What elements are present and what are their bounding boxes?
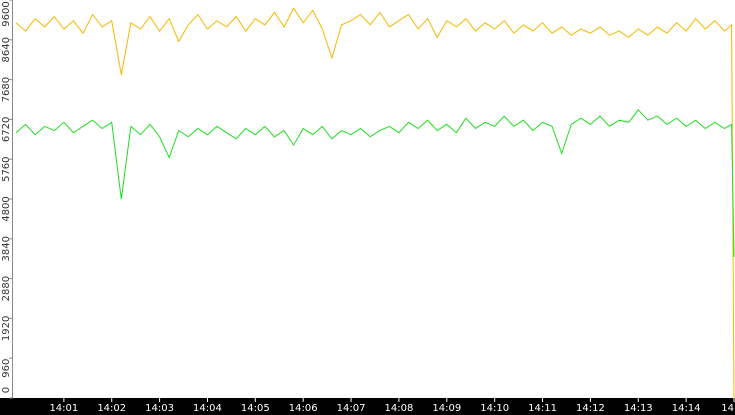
x-tick-label: 14:07 (337, 403, 366, 414)
x-tick-label: 14:11 (528, 403, 557, 414)
series-line (15, 109, 735, 258)
y-tick-label: 8640 (1, 37, 12, 62)
series-line (15, 7, 735, 399)
x-tick-label: 14:12 (576, 403, 605, 414)
x-axis-strip (0, 398, 735, 415)
x-tick-label: 14:04 (193, 403, 222, 414)
x-tick-label: 14:01 (49, 403, 78, 414)
y-tick-label: 7680 (1, 77, 12, 102)
y-tick-label: 9600 (1, 1, 12, 26)
x-tick-label: 14:03 (145, 403, 174, 414)
y-tick-label: 0 (1, 387, 12, 393)
y-tick-label: 6720 (1, 117, 12, 142)
x-tick-label: 14 (721, 403, 734, 414)
x-tick-label: 14:06 (289, 403, 318, 414)
y-tick-label: 1920 (1, 316, 12, 341)
x-tick-label: 14:10 (480, 403, 509, 414)
x-tick-label: 14:13 (624, 403, 653, 414)
y-tick-label: 2880 (1, 276, 12, 301)
y-tick-label: 5760 (1, 156, 12, 181)
y-tick-label: 3840 (1, 236, 12, 261)
x-tick-label: 14:02 (97, 403, 126, 414)
x-tick-label: 14:09 (432, 403, 461, 414)
y-tick-label: 4800 (1, 196, 12, 221)
y-tick-label: 960 (1, 359, 12, 378)
x-tick-label: 14:08 (385, 403, 414, 414)
x-tick-label: 14:14 (672, 403, 701, 414)
x-tick-label: 14:05 (241, 403, 270, 414)
